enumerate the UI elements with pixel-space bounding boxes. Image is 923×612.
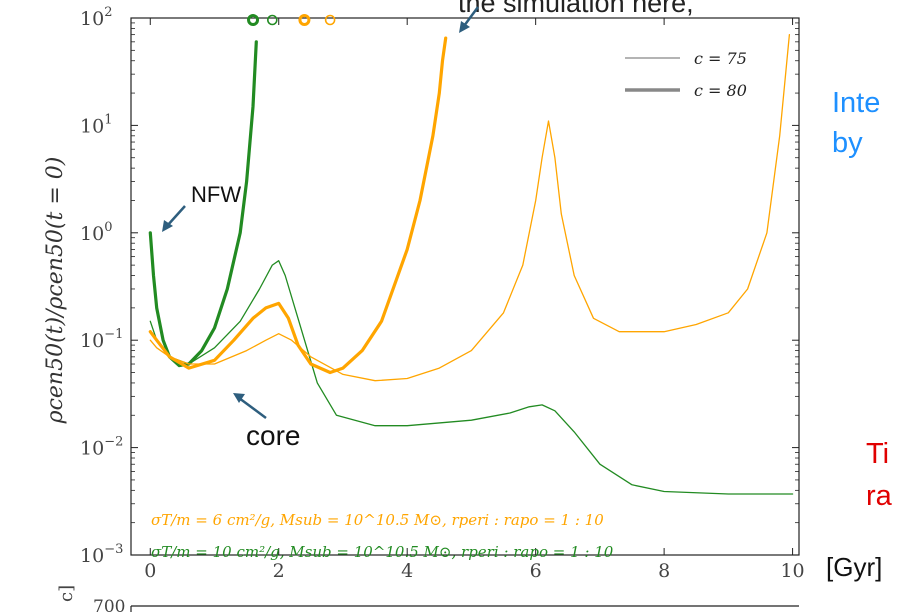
gyr-unit-label: [Gyr] xyxy=(826,552,882,582)
y-tick-group: 102 101 100 10−1 10−2 10−3 xyxy=(80,5,799,567)
series-line-0 xyxy=(148,40,258,368)
x-tick-label: 10 xyxy=(780,560,804,582)
series-line-3 xyxy=(149,33,791,382)
x-tick-label: 8 xyxy=(658,560,670,582)
collapse-marker-0 xyxy=(247,14,260,26)
annotation-orange: σT/m = 6 cm²/g, Msub = 10^10.5 M⊙, rperi… xyxy=(151,511,604,529)
annotation-green: σT/m = 10 cm²/g, Msub = 10^10.5 M⊙, rper… xyxy=(151,543,614,561)
y-tick-label: 10−1 xyxy=(80,327,123,352)
collapse-marker-2 xyxy=(298,14,311,26)
core-arrow xyxy=(233,393,267,420)
y-tick-label: 100 xyxy=(80,220,112,245)
slide-right-blue-line1: Inte xyxy=(832,87,880,119)
slide-right-red-line2: ra xyxy=(866,480,893,512)
slide-right-red-line1: Ti xyxy=(866,438,889,470)
nfw-arrow xyxy=(162,205,186,232)
y-axis-label: ρcen50(t)/ρcen50(t = 0) xyxy=(43,157,68,425)
lower-panel-partial: 700 c] xyxy=(56,585,799,612)
collapse-marker-3 xyxy=(324,14,336,26)
legend-label-0: c = 75 xyxy=(694,49,747,68)
y-tick-label: 101 xyxy=(80,112,112,137)
x-tick-label: 0 xyxy=(144,560,156,582)
x-tick-label: 4 xyxy=(401,560,413,582)
plot-frame xyxy=(130,17,800,556)
core-label: core xyxy=(246,420,300,451)
legend-label-1: c = 80 xyxy=(694,81,747,100)
lower-panel-ylabel: c] xyxy=(56,585,77,602)
collapse-marker-1 xyxy=(267,14,278,26)
y-tick-label: 10−3 xyxy=(80,542,123,567)
y-tick-label: 102 xyxy=(80,5,112,30)
legend: c = 75 c = 80 xyxy=(625,49,747,100)
collapse-marker-group xyxy=(247,14,336,26)
nfw-label: NFW xyxy=(191,182,241,207)
x-tick-label: 6 xyxy=(530,560,542,582)
slide-right-blue-line2: by xyxy=(832,127,863,159)
top-arrow xyxy=(459,6,480,33)
slide-top-text: the simulation here, xyxy=(458,0,694,18)
x-tick-group: 0 2 4 6 8 10 xyxy=(144,18,805,582)
lower-panel-tick: 700 xyxy=(93,597,125,612)
series-layer xyxy=(148,33,794,495)
series-line-1 xyxy=(149,260,794,495)
x-tick-label: 2 xyxy=(273,560,285,582)
y-tick-label: 10−2 xyxy=(80,435,123,460)
